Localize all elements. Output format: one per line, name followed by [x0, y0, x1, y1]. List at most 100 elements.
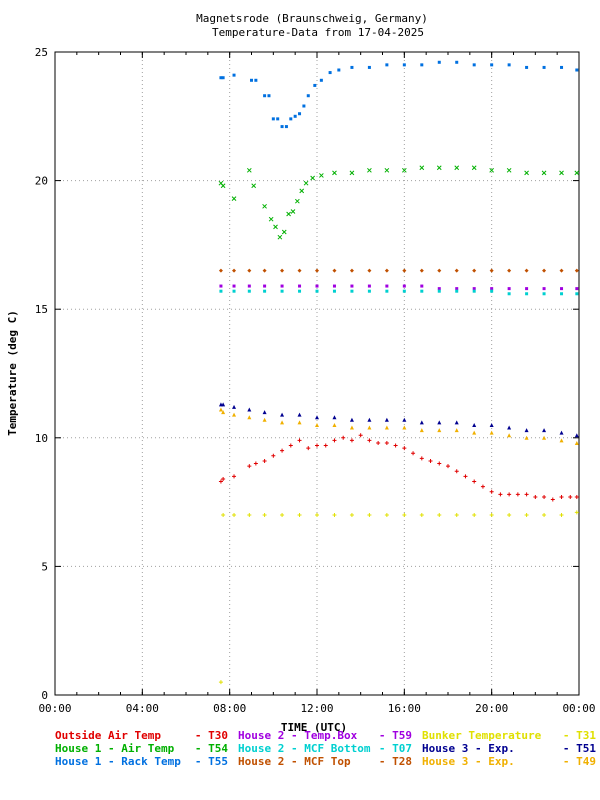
data-point	[302, 104, 306, 108]
data-point	[437, 420, 442, 425]
data-point	[515, 492, 520, 497]
legend-entry: House 2 - MCF Bottom - T07	[238, 742, 412, 755]
data-point	[367, 438, 372, 443]
data-point	[332, 289, 336, 293]
data-point	[253, 461, 258, 466]
data-point	[489, 422, 494, 427]
data-point	[250, 78, 253, 82]
data-point	[574, 510, 579, 515]
series-t59	[219, 284, 579, 291]
axis-ticks: 00:00 04:00 08:00 12:00 16:00 20:00 00:0005101…	[35, 46, 596, 715]
legend-label: House 2 - MCF Top	[238, 755, 351, 768]
data-point	[262, 203, 267, 209]
data-point	[247, 415, 252, 420]
data-point	[524, 428, 529, 433]
data-point	[367, 284, 371, 288]
data-point	[533, 494, 538, 499]
data-point	[490, 63, 494, 67]
data-point	[575, 287, 579, 291]
data-point	[262, 268, 267, 273]
data-point	[276, 117, 280, 121]
data-point	[271, 453, 276, 458]
data-point	[559, 170, 564, 176]
data-point	[385, 63, 389, 67]
data-point	[384, 167, 390, 173]
data-point	[247, 284, 251, 288]
data-point	[559, 494, 564, 499]
data-point	[560, 65, 564, 69]
data-point	[506, 167, 512, 173]
y-tick-label: 15	[35, 303, 48, 316]
data-point	[454, 428, 459, 433]
data-point	[575, 292, 579, 296]
legend-label: House 2 - MCF Bottom	[238, 742, 371, 755]
data-point	[232, 474, 237, 479]
data-point	[402, 63, 406, 67]
data-point	[574, 440, 579, 445]
data-point	[219, 289, 223, 293]
data-point	[220, 183, 226, 189]
data-point	[393, 443, 398, 448]
data-point	[559, 438, 564, 443]
data-point	[303, 180, 309, 186]
data-point	[310, 175, 315, 181]
data-point	[498, 492, 503, 497]
data-point	[349, 170, 355, 176]
data-point	[559, 512, 564, 517]
data-point	[294, 198, 300, 204]
legend-code: - T54	[195, 742, 228, 755]
data-point	[232, 512, 237, 517]
data-point	[319, 78, 323, 82]
legend-label: House 1 - Rack Temp	[55, 755, 181, 768]
legend-label: House 3 - Exp.	[422, 742, 515, 755]
data-point	[437, 268, 442, 273]
data-point	[280, 125, 284, 129]
data-point	[298, 284, 302, 288]
data-point	[524, 512, 529, 517]
data-point	[542, 292, 546, 296]
data-point	[284, 125, 288, 129]
data-point	[247, 464, 252, 469]
data-point	[297, 420, 302, 425]
data-point	[315, 422, 319, 427]
x-axis-label: TIME (UTC)	[281, 721, 347, 734]
chart-title: Magnetsrode (Braunschweig, Germany)	[196, 12, 428, 25]
data-point	[454, 512, 459, 517]
data-point	[328, 71, 332, 75]
data-point	[490, 289, 494, 293]
data-point	[480, 484, 485, 489]
data-point	[280, 448, 285, 453]
data-point	[446, 464, 450, 469]
data-point	[507, 292, 511, 296]
data-point	[419, 428, 424, 433]
legend-entry: House 2 - MCF Top - T28	[238, 755, 412, 768]
data-point	[402, 425, 407, 430]
legend-entry: Outside Air Temp - T30	[55, 729, 228, 742]
data-point	[472, 512, 477, 517]
y-tick-label: 25	[35, 46, 48, 59]
data-point	[574, 268, 579, 273]
data-point	[232, 268, 237, 273]
data-point	[271, 117, 275, 121]
data-point	[402, 284, 406, 288]
data-point	[384, 425, 389, 430]
data-point	[221, 402, 226, 407]
data-point	[420, 284, 424, 288]
series-t51	[218, 402, 579, 438]
data-point	[277, 234, 283, 240]
data-point	[575, 68, 579, 72]
legend-label: Bunker Temperature	[422, 729, 542, 742]
series-t54	[218, 165, 580, 240]
data-point	[550, 497, 555, 502]
data-point	[306, 94, 310, 98]
data-point	[385, 289, 389, 293]
data-point	[221, 410, 226, 415]
data-point	[402, 512, 407, 517]
data-point	[367, 65, 371, 69]
data-point	[367, 425, 372, 430]
data-point	[246, 167, 252, 173]
data-point	[247, 268, 252, 273]
legend-code: - T55	[195, 755, 228, 768]
data-point	[280, 289, 284, 293]
